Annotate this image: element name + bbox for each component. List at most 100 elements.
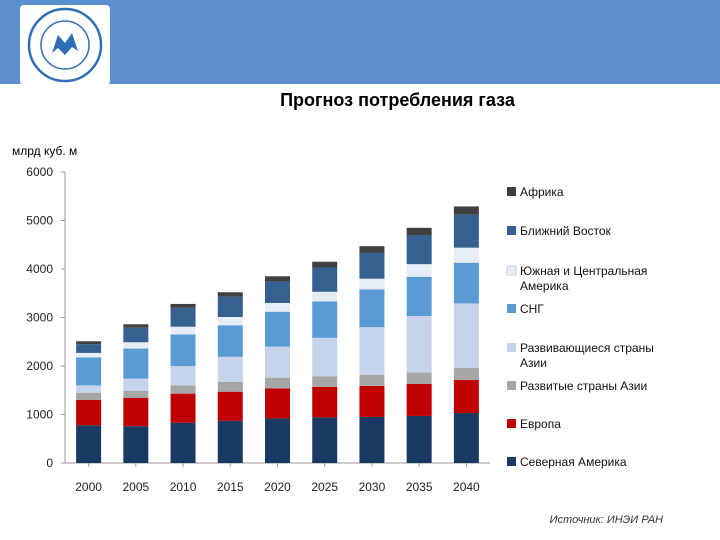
bar-segment — [406, 316, 432, 373]
bar-segment — [453, 214, 479, 248]
bar-segment — [76, 357, 102, 386]
legend-label-line: Развивающиеся страны — [520, 341, 654, 355]
y-tick-labels: 0 1000 2000 3000 4000 5000 6000 — [26, 165, 53, 470]
legend-label: Африка — [520, 185, 564, 199]
x-tick-label: 2025 — [311, 480, 338, 494]
bar-segment — [265, 346, 290, 378]
bar-segment — [170, 303, 196, 308]
bar-segment — [217, 325, 243, 357]
legend-label: СНГ — [520, 302, 544, 316]
bar-segment — [123, 324, 149, 328]
y-tick-label: 5000 — [26, 214, 53, 228]
bar-segment — [123, 390, 149, 399]
bar-segment — [123, 426, 149, 463]
bar-segment — [170, 334, 196, 366]
x-tick-label: 2035 — [406, 480, 433, 494]
bar-segment — [453, 262, 479, 304]
bar-segment — [123, 342, 149, 349]
legend-label: Развивающиеся страны Азии — [520, 341, 654, 370]
legend-swatch — [507, 457, 516, 466]
y-tick-label: 2000 — [26, 359, 53, 373]
bar-segment — [359, 416, 385, 463]
bar-segment — [76, 385, 102, 393]
logo-emblem-icon — [27, 7, 103, 83]
bar-segment — [312, 337, 338, 377]
legend-swatch — [507, 343, 516, 352]
bar-segment — [265, 418, 290, 463]
bar-segment — [217, 356, 243, 383]
legend-label-line: Америка — [520, 279, 569, 293]
bar-segment — [406, 372, 432, 384]
legend-swatch — [507, 226, 516, 235]
bar-segment — [123, 327, 149, 343]
y-tick-label: 3000 — [26, 311, 53, 325]
x-tick-labels: 2000 2005 2010 2015 2020 2025 2030 2035 2040 — [75, 480, 480, 494]
x-tick-label: 2010 — [170, 480, 197, 494]
x-tick-label: 2015 — [217, 480, 244, 494]
bar-segment — [76, 341, 102, 345]
x-tick-label: 2000 — [75, 480, 102, 494]
page-title: Прогноз потребления газа — [280, 90, 515, 110]
bar-segment — [453, 380, 479, 414]
bar-segment — [170, 385, 196, 394]
bar-segment — [123, 378, 149, 391]
x-tick-label: 2020 — [264, 480, 291, 494]
y-tick-label: 1000 — [26, 408, 53, 422]
legend-swatch — [507, 419, 516, 428]
bar-segment — [312, 376, 338, 387]
bar-segment — [359, 327, 385, 375]
bar-segment — [265, 276, 290, 282]
legend-swatch — [507, 381, 516, 390]
bar-segment — [170, 326, 196, 335]
bar-segment — [359, 252, 385, 279]
bar-segment — [265, 377, 290, 389]
legend-label: Ближний Восток — [520, 224, 612, 238]
bar-segment — [76, 392, 102, 400]
legend-swatch — [507, 304, 516, 313]
bar-segment — [123, 398, 149, 427]
legend-swatch — [506, 265, 517, 276]
bar-segment — [406, 264, 432, 277]
bar-segment — [406, 415, 432, 463]
bar-segment — [312, 291, 338, 302]
bar-segment — [217, 317, 243, 326]
bar-segment — [312, 386, 338, 418]
bar-segment — [170, 422, 196, 463]
bar-segment — [170, 307, 196, 327]
x-tick-label: 2030 — [359, 480, 386, 494]
university-logo — [20, 5, 110, 85]
y-tick-label: 6000 — [26, 165, 53, 179]
bar-segment — [123, 348, 149, 379]
bar-segment — [312, 267, 338, 292]
bar-segment — [453, 367, 479, 381]
bar-segment — [265, 388, 290, 419]
bar-segment — [217, 382, 243, 392]
bar-segment — [359, 374, 385, 386]
bar-segment — [265, 302, 290, 312]
legend-label: Развитые страны Азии — [520, 379, 647, 393]
bar-segment — [170, 393, 196, 423]
bar-segment — [453, 413, 479, 463]
bar-segment — [406, 383, 432, 416]
bar-segment — [406, 227, 432, 236]
bar-segment — [359, 289, 385, 328]
chart-bars — [76, 206, 479, 463]
bar-segment — [217, 420, 243, 463]
source-note: Источник: ИНЭИ РАН — [549, 514, 663, 526]
bar-segment — [406, 276, 432, 317]
bar-segment — [359, 278, 385, 290]
bar-segment — [217, 296, 243, 318]
bar-segment — [76, 399, 102, 426]
bar-segment — [453, 206, 479, 215]
header-band — [0, 0, 720, 84]
legend-label: Европа — [520, 417, 561, 431]
chart-legend: Африка Ближний Восток Южная и Центральная А… — [506, 185, 654, 469]
y-tick-label: 4000 — [26, 262, 53, 276]
y-tick-label: 0 — [46, 456, 53, 470]
legend-label-line: Южная и Центральная — [520, 264, 647, 278]
bar-segment — [312, 261, 338, 268]
legend-label: Южная и Центральная Америка — [520, 264, 647, 293]
legend-label: Северная Америка — [520, 455, 627, 469]
bar-segment — [265, 281, 290, 303]
